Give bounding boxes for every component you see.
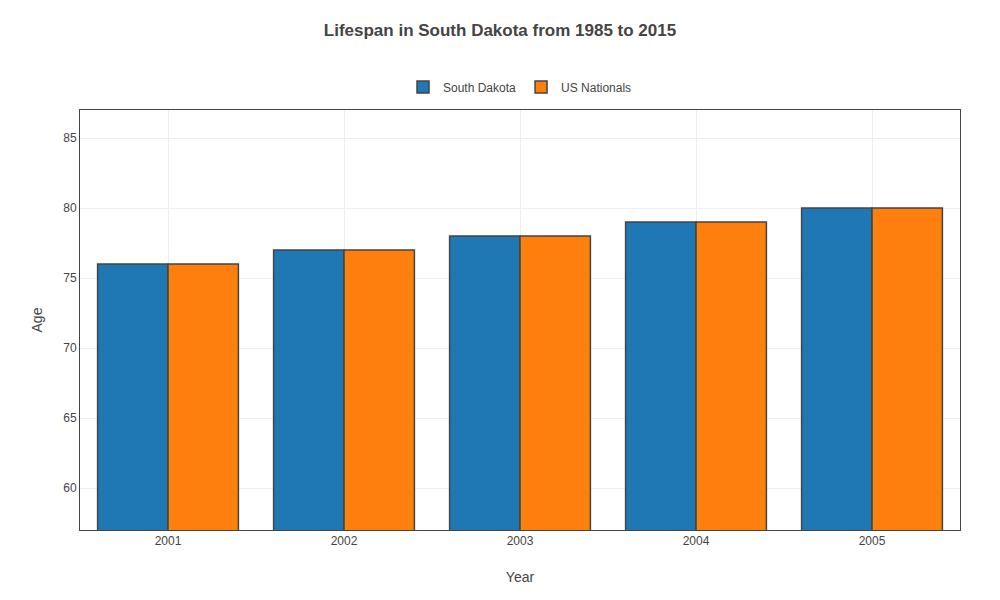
svg-text:South Dakota: South Dakota xyxy=(443,81,516,95)
svg-text:70: 70 xyxy=(63,341,77,355)
svg-text:2001: 2001 xyxy=(155,534,182,548)
svg-text:2002: 2002 xyxy=(331,534,358,548)
svg-text:75: 75 xyxy=(63,271,77,285)
svg-text:2004: 2004 xyxy=(683,534,710,548)
svg-text:65: 65 xyxy=(63,411,77,425)
svg-text:2003: 2003 xyxy=(507,534,534,548)
svg-text:Year: Year xyxy=(506,569,535,585)
svg-text:85: 85 xyxy=(63,131,77,145)
svg-text:Lifespan in South Dakota from: Lifespan in South Dakota from 1985 to 20… xyxy=(324,21,676,40)
svg-text:80: 80 xyxy=(63,201,77,215)
svg-text:2005: 2005 xyxy=(859,534,886,548)
svg-text:60: 60 xyxy=(63,481,77,495)
svg-text:US Nationals: US Nationals xyxy=(561,81,631,95)
svg-text:Age: Age xyxy=(29,307,45,332)
